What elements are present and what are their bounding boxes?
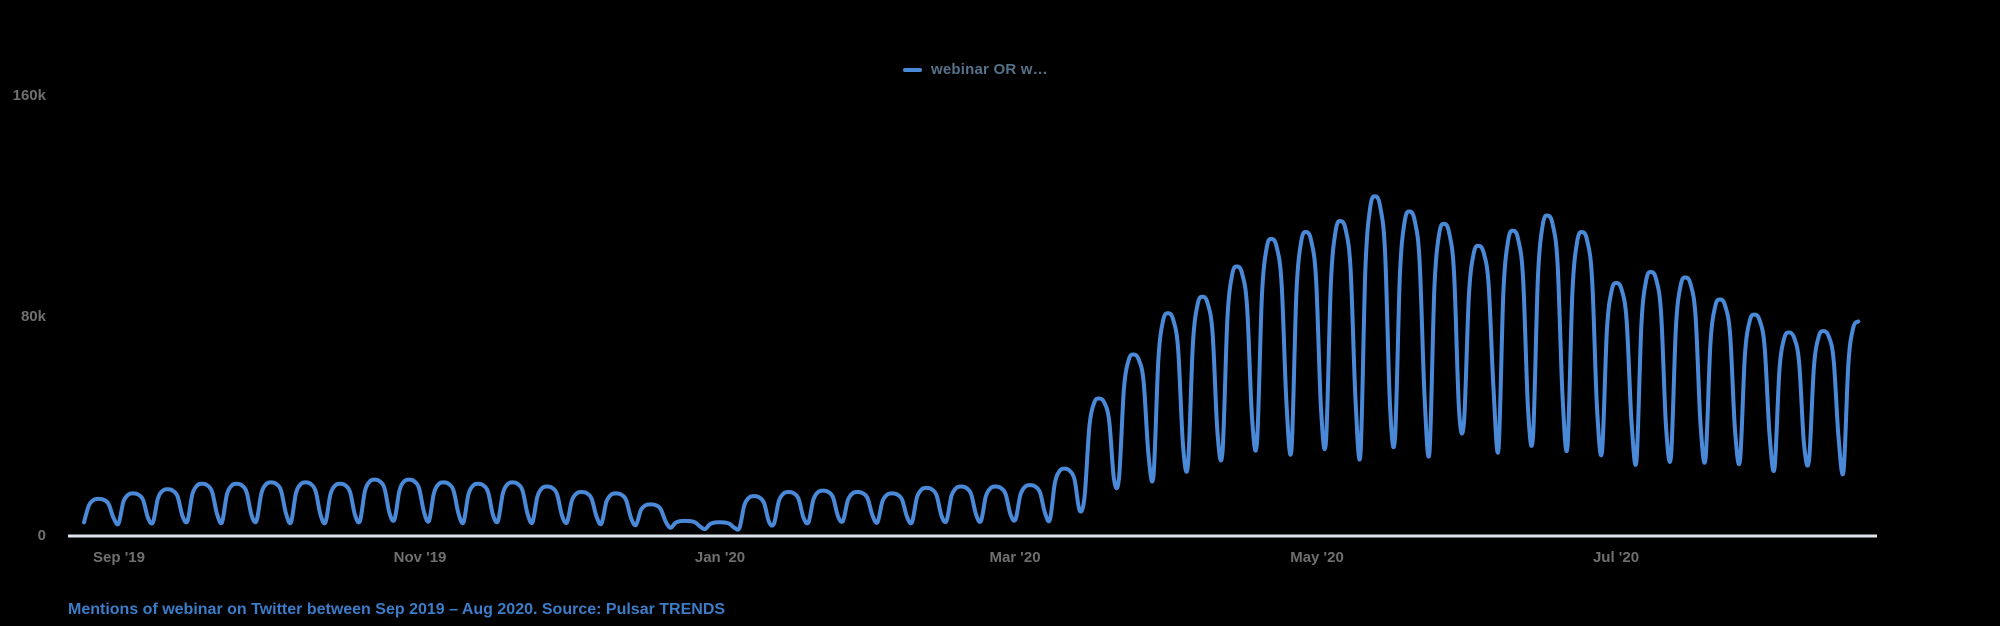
series-line-webinar — [82, 194, 1861, 532]
y-tick-160k: 160k — [12, 87, 46, 104]
x-tick-jul-20: Jul '20 — [1592, 549, 1640, 566]
x-tick-may-20: May '20 — [1290, 549, 1344, 566]
legend-series-swatch-icon — [903, 67, 922, 72]
x-tick-mar-20: Mar '20 — [989, 549, 1041, 566]
x-tick-jan-20: Jan '20 — [694, 549, 746, 566]
legend-series-label: webinar OR w… — [931, 61, 1048, 78]
legend-item-webinar[interactable]: webinar OR w… — [903, 61, 1048, 78]
x-tick-sep-19: Sep '19 — [93, 549, 145, 566]
legend: webinar OR w… — [903, 61, 1048, 78]
chart-caption: Mentions of webinar on Twitter between S… — [68, 601, 726, 618]
y-tick-80k: 80k — [20, 308, 46, 325]
y-tick-0: 0 — [37, 527, 46, 544]
x-tick-nov-19: Nov '19 — [393, 549, 447, 566]
